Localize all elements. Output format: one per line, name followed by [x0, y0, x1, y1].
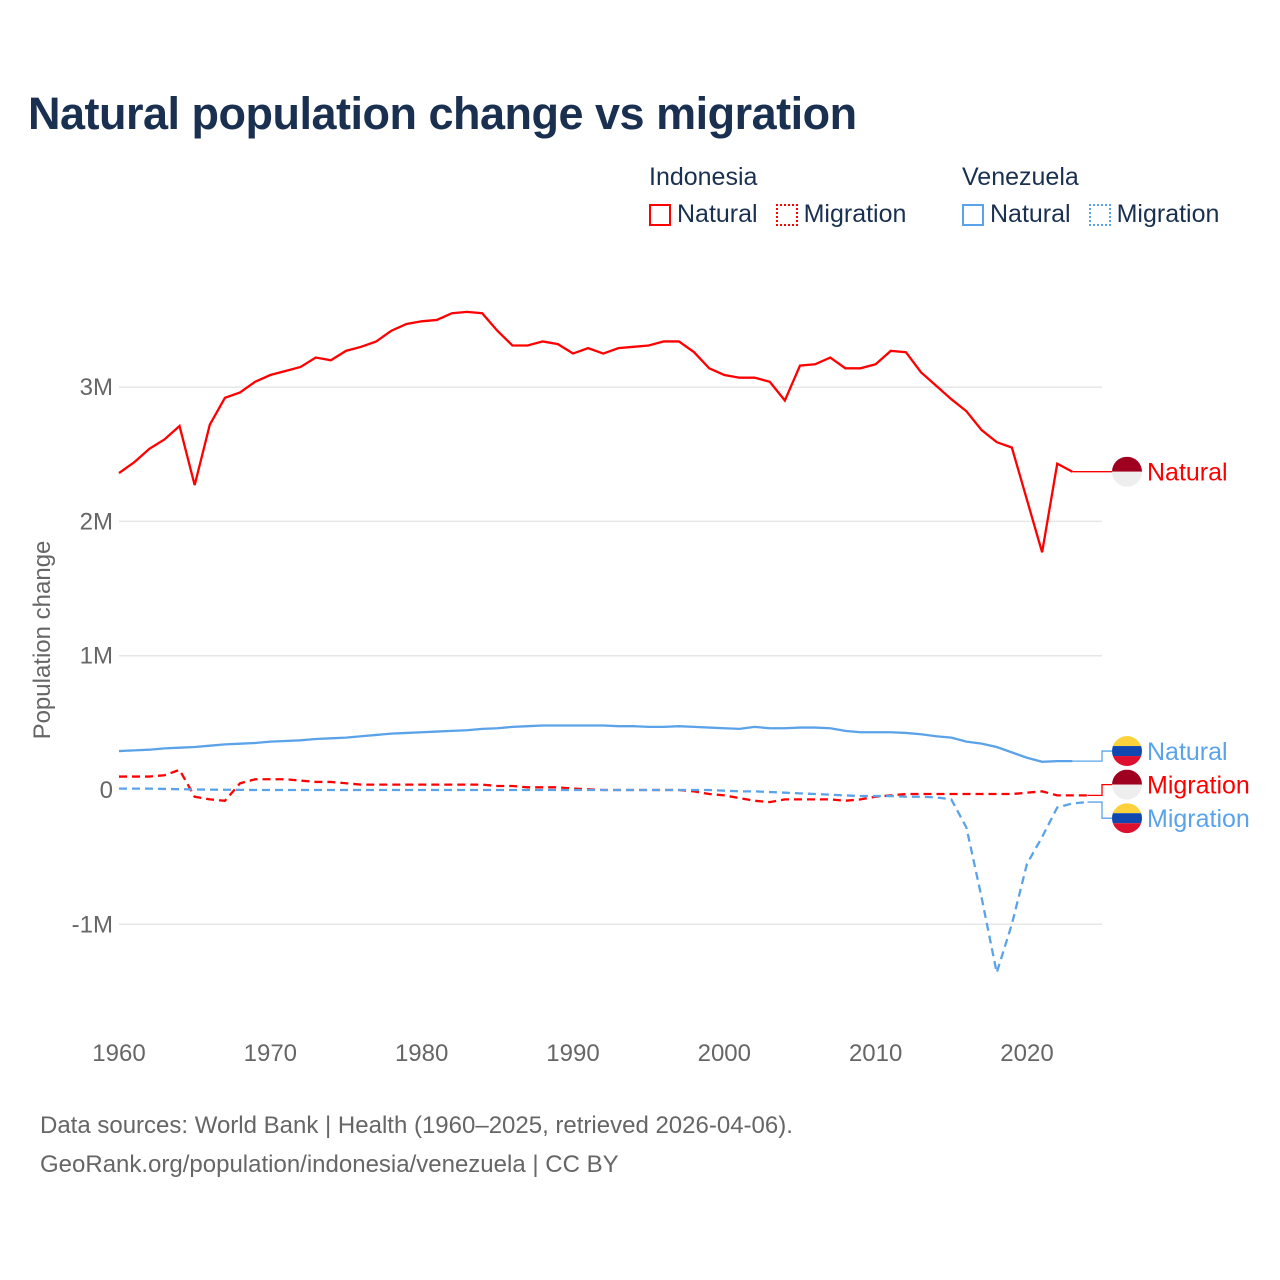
series-end-label: Migration: [1147, 805, 1250, 833]
legend-group-indonesia: Indonesia Natural Migration: [649, 163, 906, 229]
series-line-venezuela-natural: [118, 724, 1073, 763]
chart-title: Natural population change vs migration: [28, 88, 857, 139]
series-line-indonesia-natural: [118, 310, 1073, 553]
indonesia-flag-icon: [1112, 769, 1142, 800]
legend-item-venezuela-migration[interactable]: Migration: [1088, 200, 1220, 229]
x-tick-label: 2020: [1000, 1040, 1053, 1067]
legend-item-venezuela-natural[interactable]: Natural: [962, 200, 1071, 229]
x-tick-label: 1980: [395, 1040, 448, 1067]
series-end-label: Migration: [1147, 772, 1250, 800]
x-tick-label: 2000: [698, 1040, 751, 1067]
label-connector: [1072, 750, 1112, 762]
legend-swatch: [775, 203, 798, 226]
x-tick-label: 1960: [92, 1040, 145, 1067]
legend-swatch: [962, 203, 984, 226]
legend-label: Natural: [990, 200, 1071, 228]
y-tick-label: -1M: [72, 911, 113, 938]
legend-group-venezuela: Venezuela Natural Migration: [962, 163, 1219, 229]
x-tick-label: 1970: [244, 1040, 297, 1067]
legend-group-title: Venezuela: [962, 163, 1079, 191]
x-tick-label: 1990: [546, 1040, 599, 1067]
series-end-label: Natural: [1147, 459, 1228, 487]
legend-group-title: Indonesia: [649, 163, 758, 191]
y-tick-label: 0: [100, 777, 113, 804]
series-end-label: Natural: [1147, 738, 1228, 766]
series-line-venezuela-migration: [119, 787, 1088, 973]
legend-item-indonesia-natural[interactable]: Natural: [649, 200, 758, 229]
y-tick-label: 3M: [80, 374, 113, 401]
y-tick-label: 1M: [80, 643, 113, 670]
x-tick-label: 2010: [849, 1040, 902, 1067]
legend-label: Migration: [1116, 200, 1220, 228]
y-axis-label: Population change: [29, 541, 56, 740]
legend-swatch: [1088, 203, 1111, 226]
legend-label: Natural: [677, 200, 758, 228]
label-connector: [1087, 801, 1112, 819]
footer: Data sources: World Bank | Health (1960–…: [40, 1106, 793, 1184]
legend-swatch: [649, 203, 671, 226]
footer-link[interactable]: GeoRank.org/population/indonesia/venezue…: [40, 1151, 619, 1178]
venezuela-flag-icon: [1112, 803, 1142, 834]
indonesia-flag-icon: [1112, 456, 1142, 487]
y-tick-label: 2M: [80, 508, 113, 535]
label-connector: [1087, 783, 1112, 797]
legend-item-indonesia-migration[interactable]: Migration: [775, 200, 907, 229]
venezuela-flag-icon: [1112, 736, 1142, 767]
legend-label: Migration: [803, 200, 907, 228]
footer-sources: Data sources: World Bank | Health (1960–…: [40, 1112, 793, 1139]
